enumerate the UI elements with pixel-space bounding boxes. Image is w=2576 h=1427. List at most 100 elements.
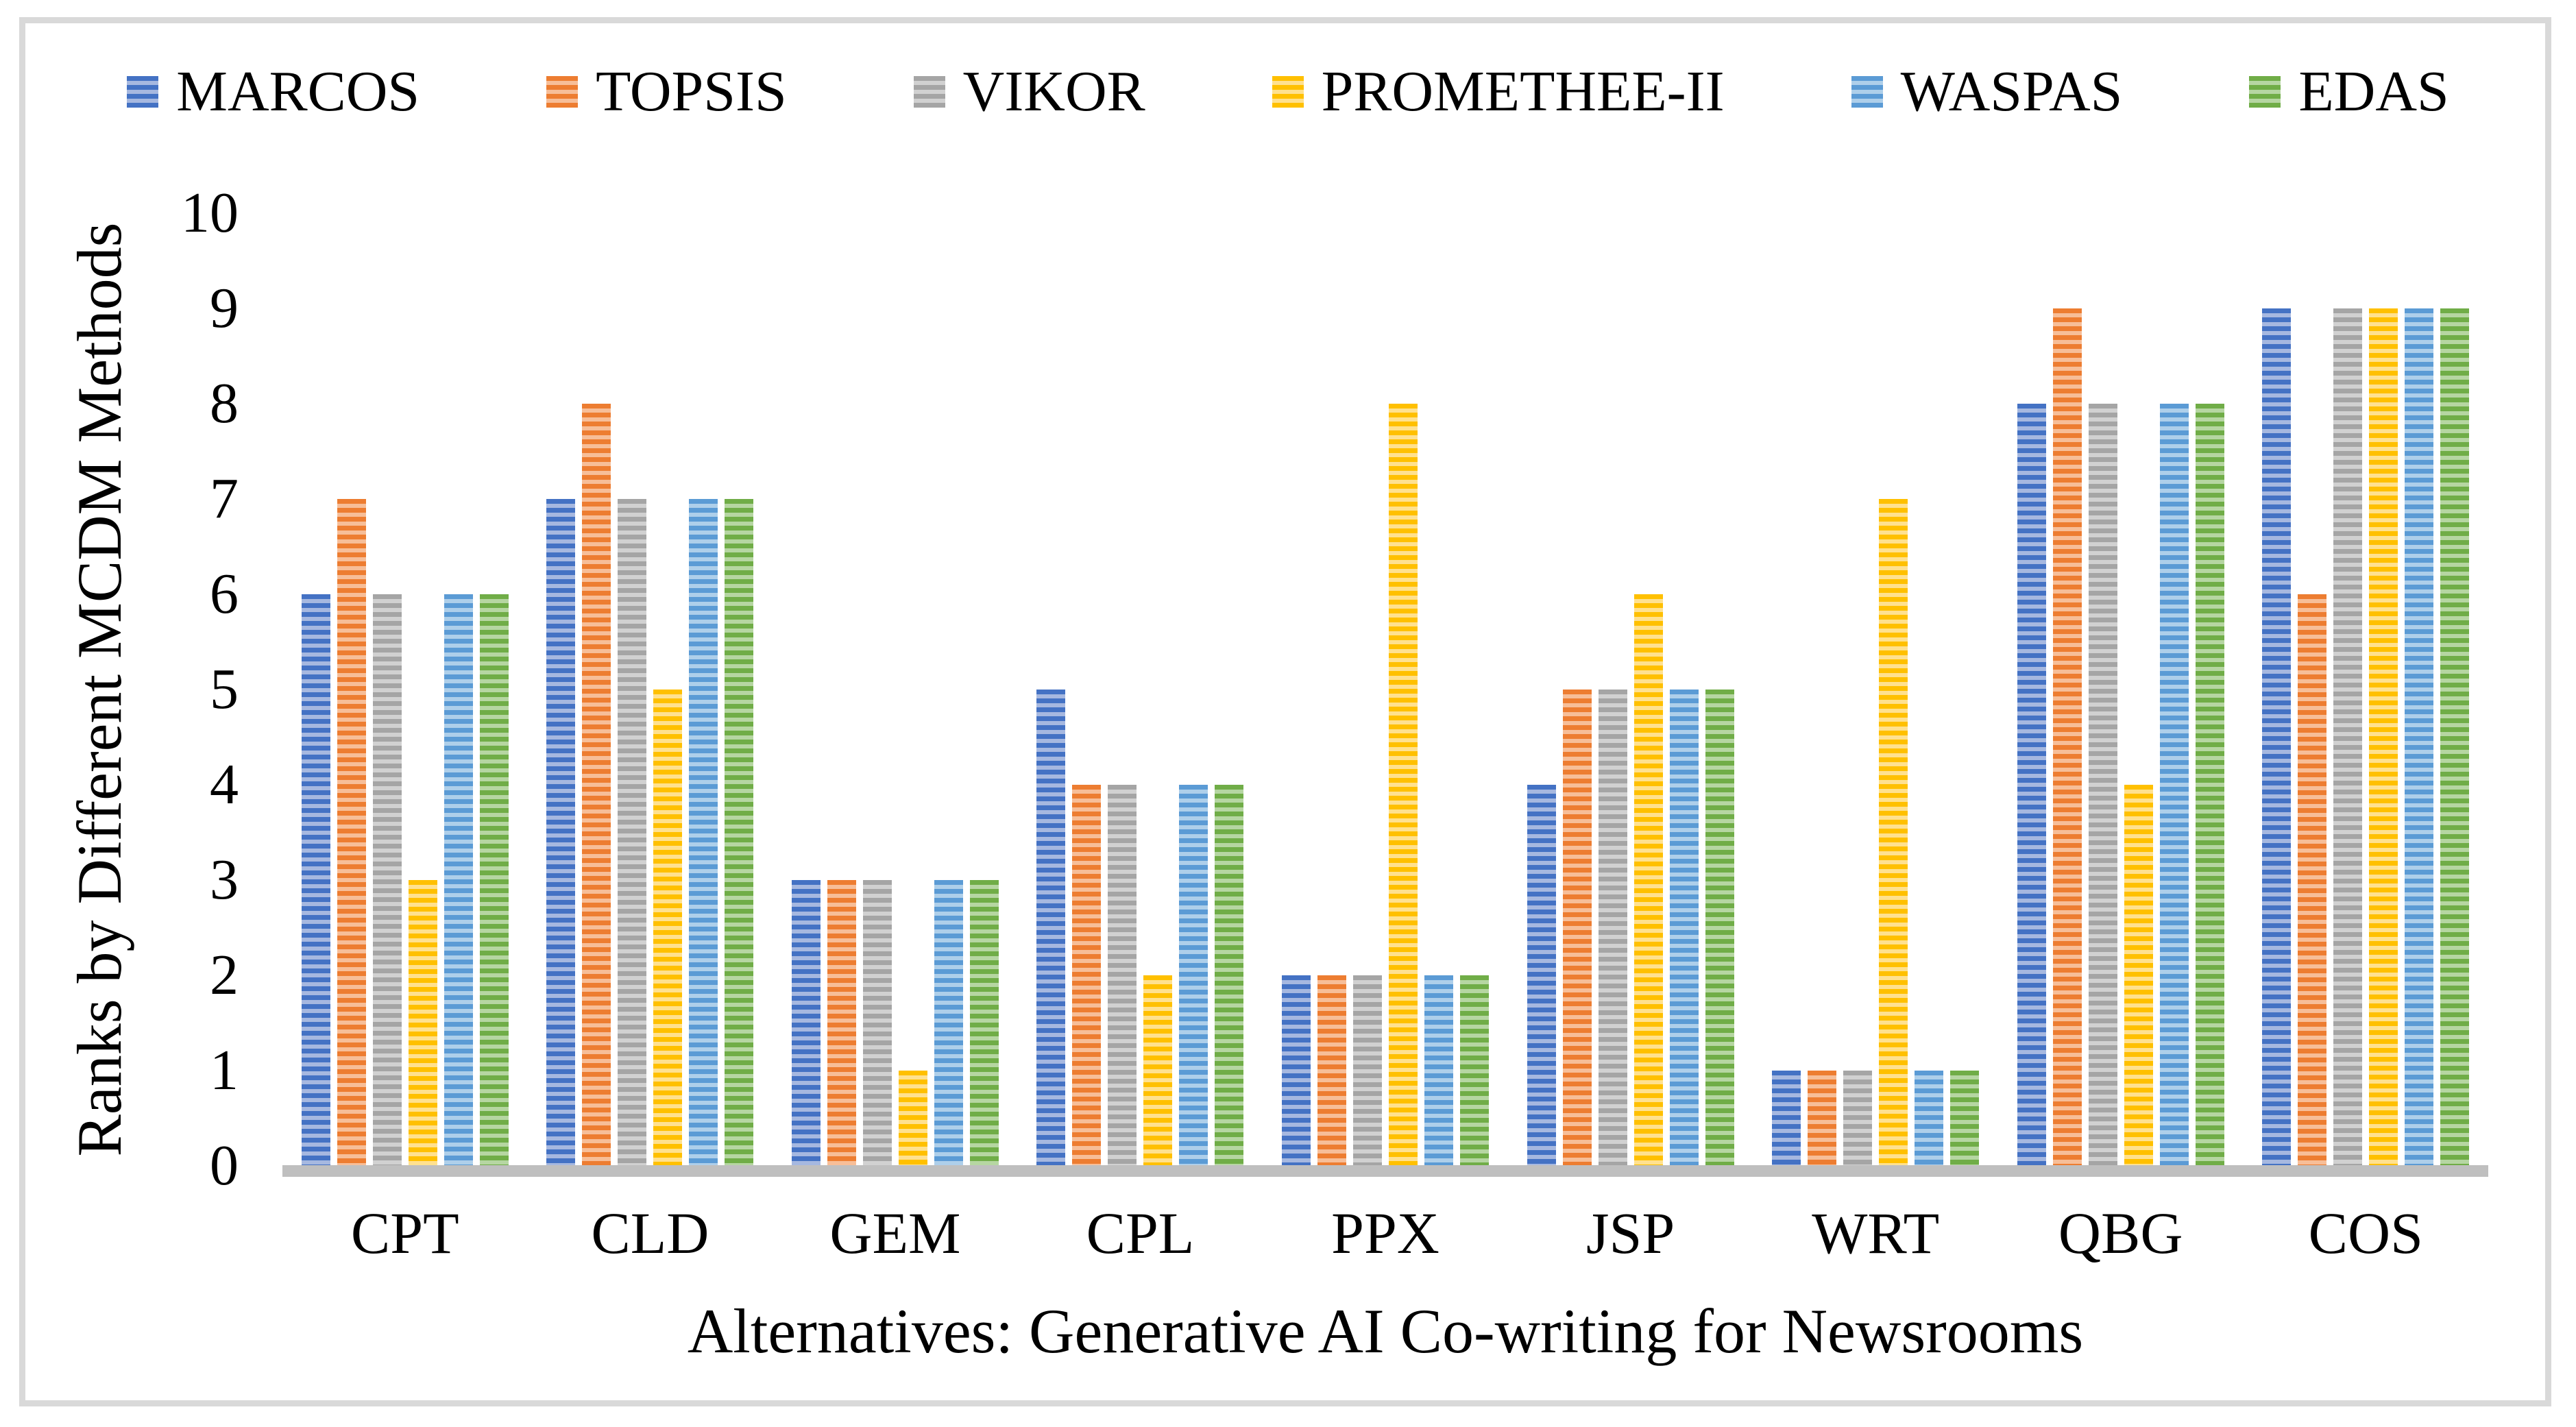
bar-marcos-qbg [2017,404,2046,1166]
y-tick-label: 4 [210,753,239,816]
legend: MARCOS TOPSIS VIKOR PROMETHEE-II WASPAS EDAS [0,63,2576,121]
y-axis-tick-labels: 0 1 2 3 4 5 6 7 8 9 10 [0,184,239,1195]
bar-topsis-gem [827,880,856,1166]
legend-item-promethee-ii: PROMETHEE-II [1272,63,1725,121]
bar-vikor-cpt [372,594,402,1166]
legend-label: MARCOS [176,60,420,123]
y-tick-label: 3 [210,848,239,912]
bar-edas-cos [2440,308,2470,1166]
bar-group-ppx [1263,213,1508,1166]
legend-label: WASPAS [1900,60,2123,123]
x-axis-category-labels: CPT CLD GEM CPL PPX JSP WRT QBG COS [282,1201,2488,1266]
bar-promethee-ii-cpt [408,880,437,1166]
y-tick-label: 1 [210,1038,239,1102]
legend-swatch-icon [2249,76,2281,108]
bar-topsis-ppx [1317,975,1347,1166]
x-category-label-cpl: CPL [1086,1200,1195,1266]
bar-group-cpl [1018,213,1263,1166]
bar-promethee-ii-wrt [1879,499,1908,1166]
bar-promethee-ii-gem [898,1071,927,1166]
legend-item-topsis: TOPSIS [546,63,787,121]
bar-waspas-cos [2405,308,2434,1166]
legend-swatch-icon [1851,76,1883,108]
bar-promethee-ii-qbg [2124,785,2153,1166]
bar-promethee-ii-cld [653,690,683,1166]
y-tick-label: 7 [210,467,239,530]
bar-edas-cld [725,499,754,1166]
y-tick-label: 0 [210,1134,239,1197]
bar-vikor-wrt [1843,1071,1873,1166]
x-category-label-cos: COS [2308,1200,2423,1266]
bar-waspas-wrt [1915,1071,1944,1166]
x-category-label-qbg: QBG [2058,1200,2183,1266]
legend-item-edas: EDAS [2249,63,2449,121]
bar-promethee-ii-cos [2369,308,2398,1166]
y-tick-label: 2 [210,943,239,1007]
bar-topsis-cpt [337,499,366,1166]
legend-swatch-icon [546,76,579,108]
bar-waspas-ppx [1424,975,1454,1166]
bar-vikor-ppx [1353,975,1383,1166]
bar-topsis-jsp [1562,690,1592,1166]
bar-waspas-jsp [1669,690,1699,1166]
bar-promethee-ii-jsp [1633,594,1663,1166]
bar-waspas-cpl [1179,785,1208,1166]
bar-group-cld [528,213,773,1166]
x-axis-line [282,1165,2488,1177]
bar-waspas-cpt [443,594,473,1166]
bar-vikor-gem [862,880,892,1166]
bar-waspas-gem [934,880,963,1166]
bar-group-wrt [1753,213,1998,1166]
bar-promethee-ii-ppx [1389,404,1418,1166]
x-category-label-gem: GEM [829,1200,961,1266]
legend-swatch-icon [127,76,159,108]
bar-marcos-wrt [1772,1071,1801,1166]
y-tick-label: 5 [210,657,239,721]
legend-item-vikor: VIKOR [913,60,1145,123]
y-tick-label: 8 [210,371,239,435]
bar-edas-cpt [479,594,509,1166]
bar-group-qbg [1998,213,2244,1166]
legend-swatch-icon [913,76,945,108]
bar-marcos-ppx [1282,975,1311,1166]
x-axis-title: Alternatives: Generative AI Co-writing f… [687,1296,2084,1366]
y-tick-label: 6 [210,562,239,626]
bar-topsis-cos [2298,594,2327,1166]
bar-group-gem [773,213,1018,1166]
x-category-label-cpt: CPT [350,1200,459,1266]
legend-item-marcos: MARCOS [127,63,420,121]
bar-vikor-jsp [1598,690,1627,1166]
legend-label: PROMETHEE-II [1321,60,1725,123]
bar-group-jsp [1508,213,1753,1166]
bar-marcos-cpl [1036,690,1066,1166]
bar-marcos-jsp [1527,785,1556,1166]
bar-vikor-qbg [2088,404,2117,1166]
legend-item-waspas: WASPAS [1851,60,2123,123]
bar-group-cos [2244,213,2489,1166]
bar-vikor-cld [618,499,647,1166]
bar-group-cpt [282,213,528,1166]
bar-marcos-cpt [301,594,330,1166]
bar-topsis-wrt [1808,1071,1837,1166]
bar-edas-jsp [1705,690,1734,1166]
y-tick-label: 10 [181,181,239,245]
bar-edas-gem [969,880,999,1166]
x-category-label-ppx: PPX [1331,1200,1439,1266]
bar-topsis-cld [582,404,611,1166]
bar-edas-wrt [1950,1071,1980,1166]
legend-label: TOPSIS [596,60,787,123]
legend-label: VIKOR [962,60,1145,123]
bar-promethee-ii-cpl [1143,975,1173,1166]
bar-topsis-cpl [1072,785,1102,1166]
bar-vikor-cpl [1108,785,1137,1166]
bar-vikor-cos [2333,308,2363,1166]
legend-label: EDAS [2298,60,2449,123]
bar-marcos-cos [2262,308,2292,1166]
bar-waspas-qbg [2159,404,2189,1166]
x-category-label-cld: CLD [591,1200,709,1266]
x-category-label-wrt: WRT [1812,1200,1940,1266]
x-category-label-jsp: JSP [1586,1200,1675,1266]
legend-swatch-icon [1272,76,1304,108]
plot-area [282,213,2488,1166]
